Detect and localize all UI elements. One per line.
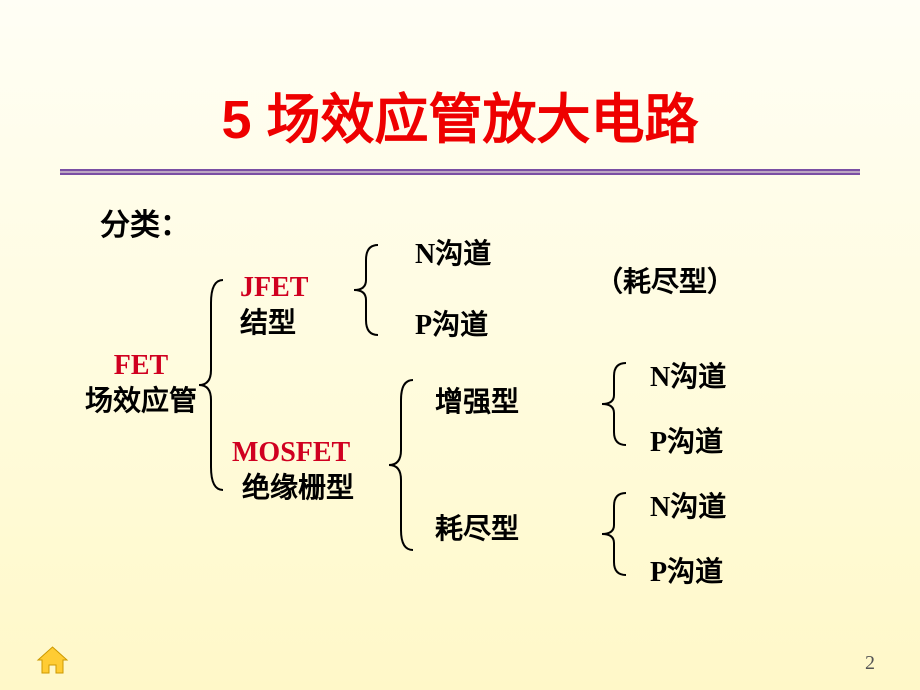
mosfet-en: MOSFET — [232, 435, 354, 471]
fet-en: FET — [85, 348, 197, 384]
enhancement-p: P沟道 — [650, 425, 723, 461]
depletion-p: P沟道 — [650, 555, 723, 591]
depletion-label: 耗尽型 — [435, 512, 519, 548]
enhancement-n: N沟道 — [650, 360, 726, 396]
brace-depletion — [598, 488, 628, 580]
fet-cn: 场效应管 — [85, 384, 197, 420]
enhancement-label: 增强型 — [435, 385, 519, 421]
page-number: 2 — [865, 652, 875, 675]
brace-fet — [195, 275, 225, 495]
jfet-label: JFET 结型 — [240, 270, 308, 343]
jfet-cn: 结型 — [240, 306, 308, 342]
jfet-depletion: （耗尽型） — [595, 265, 735, 301]
brace-enhancement — [598, 358, 628, 450]
depletion-n: N沟道 — [650, 490, 726, 526]
brace-jfet — [350, 240, 380, 340]
home-icon[interactable] — [35, 645, 70, 675]
jfet-n-channel: N沟道 — [415, 237, 491, 273]
brace-mosfet — [385, 375, 415, 555]
slide-title: 5 场效应管放大电路 — [0, 0, 920, 169]
classification-tree: 分类： FET 场效应管 JFET 结型 N沟道 P沟道 （耗尽型） MOSFE… — [0, 175, 920, 675]
jfet-p-channel: P沟道 — [415, 308, 488, 344]
jfet-en: JFET — [240, 270, 308, 306]
mosfet-label: MOSFET 绝缘栅型 — [232, 435, 354, 508]
fet-label: FET 场效应管 — [85, 348, 197, 421]
mosfet-cn: 绝缘栅型 — [242, 471, 354, 507]
section-label: 分类： — [100, 200, 190, 244]
